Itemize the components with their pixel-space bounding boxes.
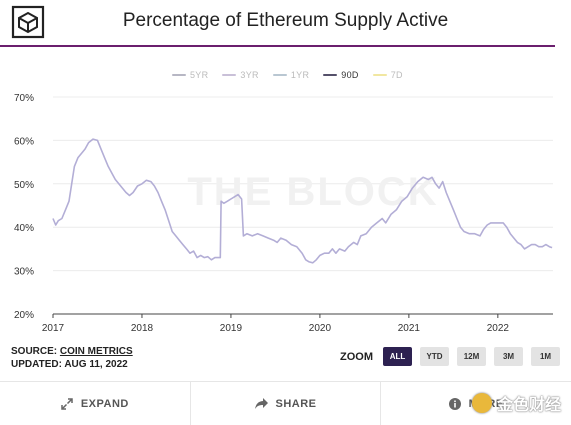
legend-swatch [222,74,237,76]
share-arrow-icon [254,398,268,409]
line-chart[interactable]: 70% 60% 50% 40% 30% 20% THE BLOCK 2017 2018 2019 2… [0,85,571,335]
y-tick-label: 50% [14,180,34,191]
legend-label: 90D [341,70,359,80]
range-legend: 5YR 3YR 1YR 90D 7D [172,68,403,82]
series-line-90d [52,138,553,264]
watermark-text: 金色财经 [496,397,561,414]
y-tick-label: 20% [14,310,34,321]
expand-button[interactable]: EXPAND [0,382,190,425]
header-divider [0,45,555,47]
legend-item-1yr[interactable]: 1YR [272,68,310,82]
zoom-all-button[interactable]: ALL [383,347,412,366]
chart-title: Percentage of Ethereum Supply Active [122,10,449,31]
legend-swatch [323,74,338,76]
the-block-logo-icon[interactable] [11,5,45,39]
corner-watermark: 金色财经 [471,391,561,415]
share-label: SHARE [275,397,317,410]
y-tick-label: 30% [14,267,34,278]
footer-divider [0,381,571,382]
info-icon [448,397,461,410]
share-button[interactable]: SHARE [189,382,381,425]
x-tick-label: 2019 [220,323,243,334]
source-link[interactable]: COIN METRICS [59,346,133,357]
expand-icon [61,397,73,410]
x-tick-label: 2020 [309,323,332,334]
y-tick-label: 60% [14,136,34,147]
legend-label: 3YR [240,70,259,80]
updated-date: UPDATED: AUG 11, 2022 [11,359,128,370]
legend-swatch [272,74,287,76]
x-tick-label: 2022 [487,323,510,334]
chart-header: Percentage of Ethereum Supply Active [0,0,571,47]
x-tick-label: 2017 [42,323,65,334]
watermark-coin-icon [471,393,492,413]
legend-item-7d[interactable]: 7D [372,68,403,82]
zoom-1m-button[interactable]: 1M [531,347,560,366]
legend-label: 5YR [190,70,209,80]
legend-label: 7D [390,70,403,80]
zoom-3m-button[interactable]: 3M [494,347,523,366]
zoom-ytd-button[interactable]: YTD [420,347,449,366]
source-prefix: SOURCE: [11,346,58,357]
zoom-controls: ZOOM ALL YTD 12M 3M 1M [340,347,560,366]
legend-swatch [172,74,186,76]
x-tick-label: 2018 [131,323,154,334]
chart-watermark: THE BLOCK [187,170,438,214]
zoom-label: ZOOM [340,350,373,363]
expand-label: EXPAND [80,397,129,410]
legend-item-3yr[interactable]: 3YR [222,68,259,82]
y-tick-label: 70% [14,93,34,104]
zoom-12m-button[interactable]: 12M [457,347,486,366]
source-block: SOURCE: COIN METRICS UPDATED: AUG 11, 20… [11,345,133,371]
y-tick-label: 40% [14,223,34,234]
x-tick-label: 2021 [398,323,421,334]
source-line: SOURCE: COIN METRICS [11,345,133,358]
legend-item-90d[interactable]: 90D [323,68,358,82]
legend-item-5yr[interactable]: 5YR [172,68,208,82]
legend-label: 1YR [290,70,310,80]
legend-swatch [372,74,387,76]
